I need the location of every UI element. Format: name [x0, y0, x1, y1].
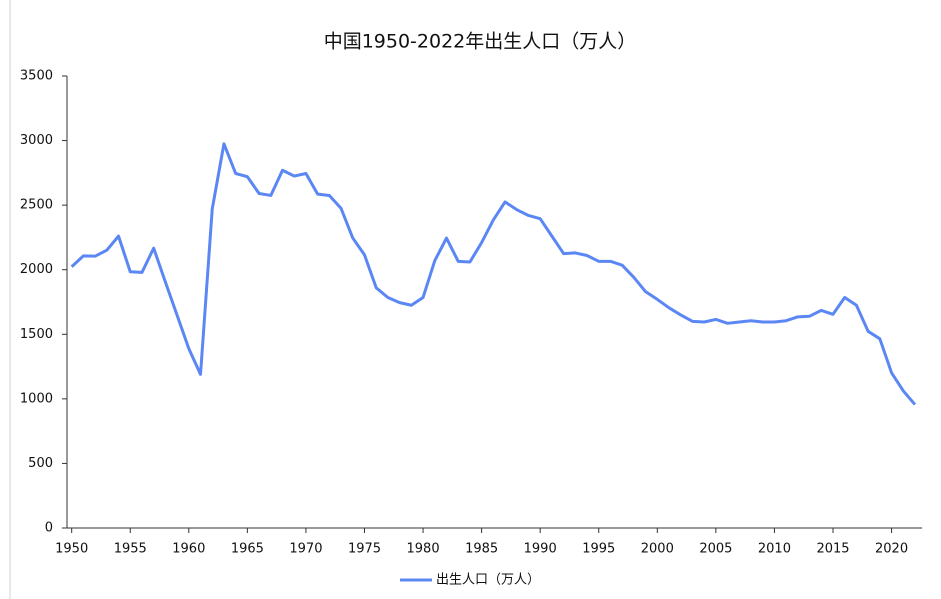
line-series [70, 142, 917, 406]
x-tick-label: 1980 [407, 542, 440, 557]
x-tick-label: 2020 [875, 542, 908, 557]
x-tick-label: 1990 [524, 542, 557, 557]
y-tick-label: 500 [28, 456, 53, 471]
y-tick-label: 1000 [20, 391, 53, 406]
y-tick-label: 1500 [20, 327, 53, 342]
y-tick-label: 3500 [20, 69, 53, 84]
x-tick-label: 2010 [758, 542, 791, 557]
x-tick-label: 1950 [55, 542, 88, 557]
x-tick-label: 2005 [699, 542, 732, 557]
y-tick-label: 0 [45, 521, 53, 536]
x-tick-label: 1995 [582, 542, 615, 557]
x-tick-label: 1975 [348, 542, 381, 557]
legend-label: 出生人口（万人） [436, 573, 540, 588]
y-tick-label: 2500 [20, 198, 53, 213]
x-tick-label: 1985 [465, 542, 498, 557]
x-tick-label: 1970 [289, 542, 322, 557]
y-tick-label: 2000 [20, 262, 53, 277]
chart-title: 中国1950-2022年出生人口（万人） [324, 31, 637, 53]
x-tick-label: 1955 [114, 542, 147, 557]
y-tick-label: 3000 [20, 133, 53, 148]
x-tick-label: 1965 [231, 542, 264, 557]
x-tick-label: 1960 [172, 542, 205, 557]
x-tick-label: 2015 [816, 542, 849, 557]
x-tick-label: 2000 [641, 542, 674, 557]
